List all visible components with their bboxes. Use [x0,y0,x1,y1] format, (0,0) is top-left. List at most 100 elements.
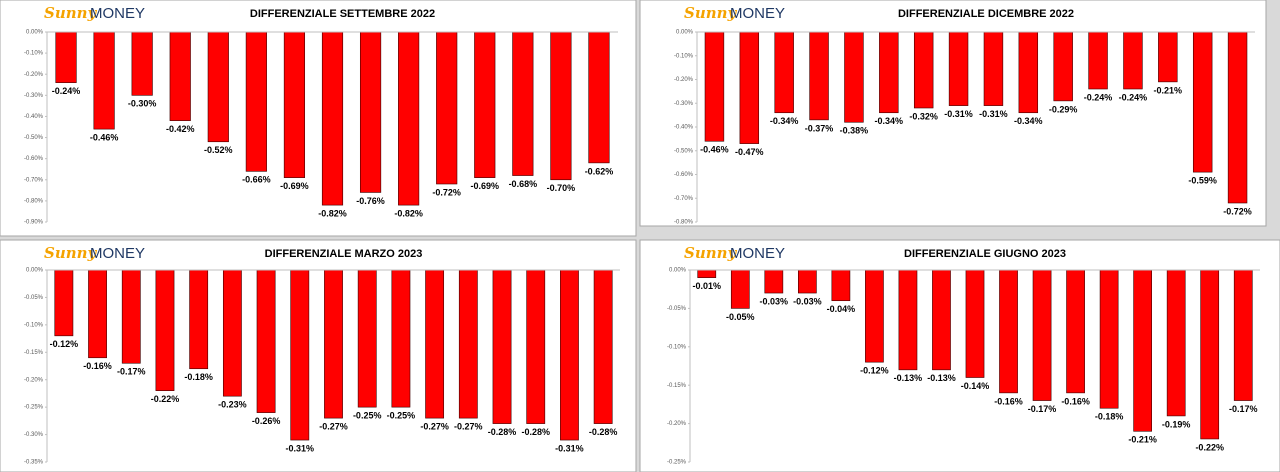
bar [55,31,77,83]
logo-word: MONEY [730,5,785,22]
bar [155,269,175,391]
y-tick-label: -0.10% [24,322,44,328]
data-label: -0.16% [83,361,112,371]
logo-word: MONEY [730,245,785,262]
y-tick-label: -0.10% [24,51,44,57]
data-label: -0.17% [1028,404,1057,414]
logo-word: MONEY [90,5,145,22]
bar [222,269,242,397]
y-tick-label: -0.70% [674,196,694,202]
data-label: -0.03% [760,296,789,306]
bar [730,269,750,309]
data-label: -0.01% [692,281,721,291]
bar [1133,269,1152,432]
y-tick-label: -0.50% [24,135,44,141]
data-label: -0.82% [394,208,423,218]
y-tick-label: -0.25% [667,460,687,466]
data-label: -0.25% [353,411,382,421]
bar [1099,269,1119,409]
y-tick-label: -0.90% [24,220,44,226]
y-tick-label: -0.10% [674,53,694,59]
data-label: -0.16% [994,396,1023,406]
chart-title: DIFFERENZIALE DICEMBRE 2022 [898,8,1074,20]
bar [391,269,411,408]
bar [704,31,725,142]
y-tick-label: -0.15% [667,383,687,389]
bar [1200,269,1220,440]
bar [764,269,784,294]
y-tick-label: -0.80% [674,220,694,226]
y-tick-label: -0.30% [674,101,694,107]
chart-title: DIFFERENZIALE GIUGNO 2023 [904,248,1066,260]
bar [290,269,310,441]
bar [1233,269,1253,401]
bar [474,31,496,178]
y-tick-label: -0.10% [667,344,687,350]
y-tick-label: -0.35% [24,460,44,466]
y-tick-label: -0.20% [667,421,687,427]
data-label: -0.12% [50,339,79,349]
y-tick-label: -0.25% [24,405,44,411]
data-label: -0.27% [420,421,449,431]
y-tick-label: -0.20% [24,377,44,383]
data-label: -0.70% [547,183,576,193]
data-label: -0.31% [979,109,1008,119]
data-label: -0.24% [52,86,81,96]
y-tick-label: -0.50% [674,148,694,154]
bar [169,31,191,121]
bar [560,269,579,441]
bar [256,269,276,413]
y-tick-label: -0.40% [674,125,694,131]
y-tick-label: -0.05% [667,306,687,312]
y-tick-label: -0.20% [24,72,44,78]
bar [697,269,717,278]
bar [588,31,610,164]
bar [54,269,74,337]
bar [593,269,613,424]
bar [739,31,760,144]
data-label: -0.47% [735,147,764,157]
bar [797,269,817,294]
data-label: -0.28% [589,427,618,437]
data-label: -0.23% [218,400,247,410]
data-label: -0.21% [1154,85,1183,95]
bar [357,269,377,408]
data-label: -0.69% [471,181,500,191]
bar [1032,269,1052,401]
data-label: -0.25% [387,411,416,421]
bar [1053,31,1073,102]
logo-script: Sunny [684,4,738,22]
data-label: -0.18% [184,372,213,382]
bar [1158,31,1178,83]
data-label: -0.17% [117,367,146,377]
bar [88,269,107,359]
bar [189,269,209,370]
data-label: -0.31% [555,443,584,453]
bar [359,31,382,193]
data-label: -0.05% [726,312,755,322]
bar [983,31,1004,106]
bar [398,31,420,206]
bar [512,31,534,176]
chart-title: DIFFERENZIALE MARZO 2023 [265,248,423,260]
bar [809,31,829,121]
bar [1123,31,1143,90]
data-label: -0.38% [840,126,869,136]
bar [831,269,851,302]
y-tick-label: -0.15% [24,350,44,356]
data-label: -0.69% [280,181,309,191]
data-label: -0.24% [1119,92,1148,102]
data-label: -0.28% [488,427,517,437]
y-tick-label: -0.05% [24,295,44,301]
y-tick-label: -0.20% [674,77,694,83]
bar [898,269,918,371]
bar [844,31,864,123]
bar [425,269,445,419]
y-tick-label: -0.30% [24,432,44,438]
data-label: -0.34% [1014,116,1043,126]
data-label: -0.52% [204,145,233,155]
data-label: -0.18% [1095,412,1124,422]
data-label: -0.27% [454,421,483,431]
data-label: -0.19% [1162,419,1191,429]
